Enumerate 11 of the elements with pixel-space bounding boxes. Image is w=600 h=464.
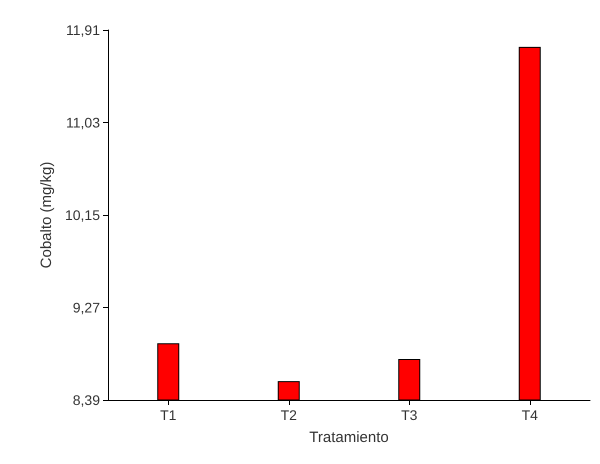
x-axis-title: Tratamiento bbox=[309, 429, 389, 446]
x-tick-label: T3 bbox=[401, 407, 418, 423]
x-tick-label: T1 bbox=[160, 407, 177, 423]
y-tick-label: 10,15 bbox=[64, 207, 100, 223]
y-tick-label: 8,39 bbox=[72, 392, 100, 408]
x-tick-label: T4 bbox=[522, 407, 538, 423]
y-tick-label: 11,91 bbox=[66, 22, 100, 38]
y-tick-label: 11,03 bbox=[66, 114, 100, 130]
x-tick-label: T2 bbox=[280, 407, 298, 423]
y-tick-label: 9,27 bbox=[72, 300, 100, 316]
y-axis-title: Cobalto (mg/kg) bbox=[38, 162, 56, 268]
